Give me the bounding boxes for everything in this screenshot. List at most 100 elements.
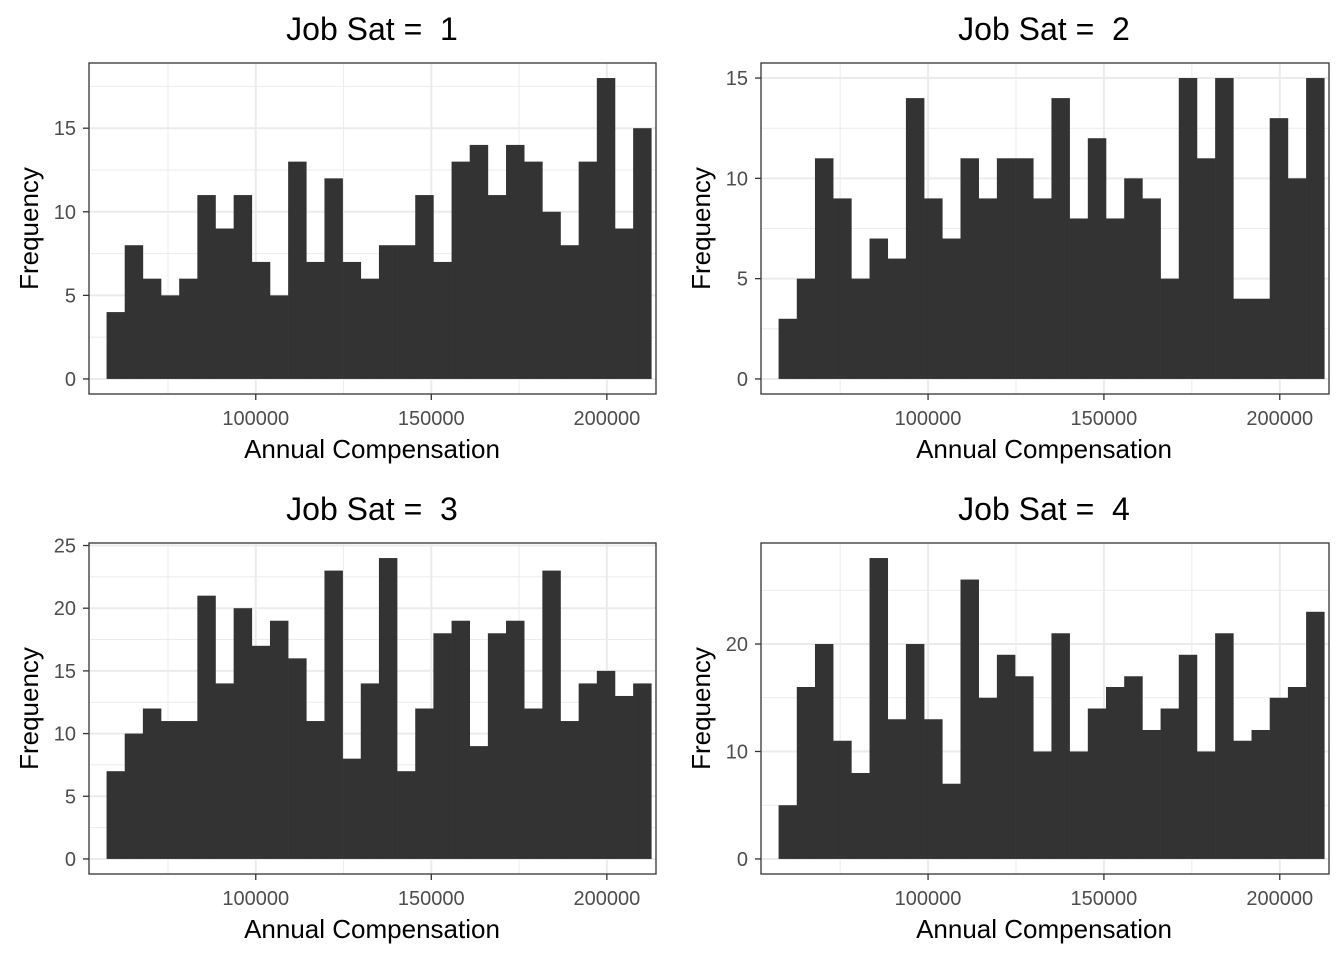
- histogram-bar: [1160, 708, 1180, 859]
- histogram-bar: [433, 633, 452, 859]
- histogram-bar: [1142, 198, 1161, 379]
- histogram-bar: [814, 644, 834, 859]
- histogram-bar: [924, 198, 943, 379]
- histogram-bar: [1033, 198, 1052, 379]
- histogram-bar: [524, 161, 543, 379]
- x-tick-label: 200000: [573, 888, 640, 910]
- y-tick-label: 15: [54, 661, 76, 683]
- histogram-bar: [1160, 278, 1180, 379]
- histogram-bar: [1178, 654, 1198, 859]
- histogram-bar: [833, 740, 852, 859]
- histogram-bar: [1015, 158, 1034, 379]
- histogram-bar: [1306, 78, 1325, 379]
- histogram-bar: [306, 261, 325, 379]
- histogram-bar: [560, 721, 579, 859]
- histogram-bar: [1251, 729, 1271, 859]
- histogram-bar: [378, 245, 398, 379]
- histogram-bar: [1269, 118, 1289, 379]
- x-axis-label: Annual Compensation: [916, 914, 1172, 944]
- histogram-bar: [397, 771, 416, 859]
- histogram-bar: [560, 245, 579, 379]
- histogram-bar: [1106, 218, 1125, 379]
- y-tick-label: 5: [65, 285, 76, 307]
- x-axis-label: Annual Compensation: [244, 914, 500, 944]
- x-tick-label: 100000: [222, 408, 289, 430]
- x-tick-label: 150000: [1071, 888, 1138, 910]
- x-tick-label: 150000: [1071, 408, 1138, 430]
- histogram-bar: [596, 670, 616, 859]
- histogram-bar: [1196, 158, 1216, 379]
- y-tick-label: 20: [54, 598, 76, 620]
- histogram-bar: [633, 683, 652, 859]
- x-tick-label: 150000: [398, 408, 465, 430]
- histogram-bar: [142, 708, 162, 859]
- histogram-bar: [288, 658, 307, 859]
- histogram-bar: [1087, 138, 1107, 379]
- histogram-bar: [124, 245, 144, 379]
- y-tick-label: 10: [726, 168, 748, 190]
- panel-border: [88, 62, 657, 395]
- y-tick-label: 10: [54, 202, 76, 224]
- histogram-bar: [905, 644, 925, 859]
- histogram-bar: [451, 161, 471, 379]
- panel-border: [88, 542, 657, 875]
- histogram-bar: [614, 228, 634, 379]
- histogram-bar: [1215, 78, 1234, 379]
- panel-1: 100000 150000 200000 0 5 10 15 Job Sat = 1 Annua…: [14, 11, 657, 464]
- histogram-bar: [215, 683, 234, 859]
- histogram-bar: [1287, 687, 1307, 859]
- y-tick-label: 0: [737, 849, 748, 871]
- histogram-bar: [506, 144, 525, 379]
- histogram-bar: [778, 318, 798, 379]
- histogram-bar: [1033, 751, 1052, 859]
- histogram-bar: [851, 278, 870, 379]
- panel-border: [760, 62, 1330, 395]
- panel-title: Job Sat = 4: [958, 491, 1130, 527]
- histogram-bar: [1178, 78, 1198, 379]
- histogram-bar: [814, 158, 834, 379]
- histogram-bar: [578, 161, 598, 379]
- y-tick-label: 15: [726, 68, 748, 90]
- histogram-bar: [1196, 751, 1216, 859]
- histogram-bar: [833, 198, 852, 379]
- histogram-bar: [342, 261, 362, 379]
- histogram-bar: [1051, 98, 1070, 379]
- histogram-bar: [996, 158, 1016, 379]
- y-tick-label: 25: [54, 536, 76, 558]
- y-axis-label: Frequency: [686, 647, 716, 770]
- histogram-bar: [342, 758, 362, 859]
- histogram-bar: [161, 721, 180, 859]
- histogram-bar: [1087, 708, 1107, 859]
- histogram-bar: [233, 195, 253, 379]
- histogram-bar: [996, 654, 1016, 859]
- histogram-bar: [796, 278, 816, 379]
- histogram-bar: [1069, 218, 1089, 379]
- histogram-bar: [269, 295, 289, 379]
- histogram-bar: [905, 98, 925, 379]
- histogram-bar: [142, 278, 162, 379]
- x-tick-label: 200000: [573, 408, 640, 430]
- histogram-bar: [524, 708, 543, 859]
- y-tick-label: 10: [726, 741, 748, 763]
- x-tick-label: 200000: [1246, 408, 1313, 430]
- histogram-bar: [324, 570, 343, 859]
- histogram-bar: [269, 620, 289, 859]
- histogram-bar: [451, 620, 471, 859]
- y-tick-label: 0: [737, 369, 748, 391]
- panel-title: Job Sat = 1: [286, 11, 458, 47]
- histogram-bar: [233, 608, 253, 859]
- y-tick-label: 10: [54, 724, 76, 746]
- histogram-bar: [578, 683, 598, 859]
- histogram-bar: [778, 805, 798, 859]
- x-tick-label: 200000: [1246, 888, 1313, 910]
- y-axis-label: Frequency: [14, 647, 44, 770]
- histogram-bar: [851, 772, 870, 859]
- histogram-bar: [942, 783, 961, 859]
- histogram-bar: [1069, 751, 1089, 859]
- histogram-bar: [869, 238, 889, 379]
- histogram-bar: [960, 158, 979, 379]
- x-axis-label: Annual Compensation: [916, 434, 1172, 464]
- y-tick-label: 0: [65, 849, 76, 871]
- histogram-bar: [796, 687, 816, 859]
